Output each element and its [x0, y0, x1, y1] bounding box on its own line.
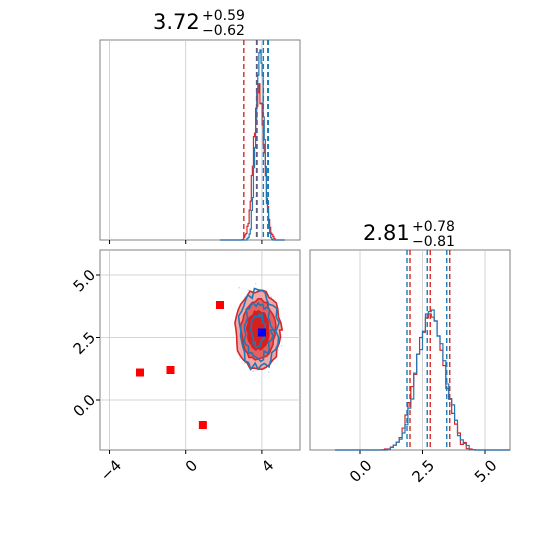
- red-square-marker: [166, 366, 175, 374]
- scatter-sample-point: [247, 289, 250, 292]
- histogram-y-title-value: 2.81: [363, 221, 410, 245]
- histogram-x-title-plus: +0.59: [202, 8, 245, 24]
- histogram-x-frame: [99, 39, 301, 241]
- contour-line-blue-mid: [243, 301, 275, 363]
- red-square-marker: [216, 301, 224, 309]
- histogram-y-panel: 0.0 2.5 5.0: [309, 249, 511, 486]
- scatter-sample-point: [277, 349, 280, 351]
- scatter-sample-point: [243, 362, 246, 365]
- histogram-x-title-minus: −0.62: [202, 23, 245, 39]
- scatter-sample-point: [252, 370, 254, 372]
- scatter-sample-point: [254, 282, 257, 285]
- histogram-x-panel: [99, 39, 301, 244]
- red-square-marker: [198, 421, 207, 429]
- histogram-y-title-minus: −0.81: [412, 234, 455, 250]
- scatter-sample-point: [239, 358, 241, 360]
- contour-line-blue-inner: [249, 311, 267, 349]
- scatter-x-tick-label: 0: [182, 456, 201, 475]
- scatter-sample-point: [280, 345, 283, 347]
- histogram-y-tick-label: 0.0: [346, 456, 376, 486]
- blue-square-marker: [257, 328, 266, 337]
- scatter-y-tick-label: 2.5: [70, 328, 100, 358]
- scatter-y-tick-label: 0.0: [70, 391, 100, 421]
- scatter-x-tick-label: −4: [97, 456, 125, 484]
- scatter-y-tick-label: 5.0: [70, 266, 100, 296]
- scatter-contour-panel: −4 0 4 0.0 2.5 5.0: [70, 249, 301, 485]
- histogram-y-title-plus: +0.78: [412, 219, 455, 235]
- histogram-y-tick-label: 5.0: [471, 456, 501, 486]
- histogram-y-series-blue: [335, 309, 510, 451]
- histogram-y-tick-label: 2.5: [408, 456, 438, 486]
- contour-line-blue-outer: [237, 287, 280, 372]
- red-square-marker: [136, 368, 144, 377]
- scatter-sample-point: [267, 371, 270, 374]
- scatter-x-tick-label: 4: [258, 456, 277, 475]
- scatter-sample-point: [238, 286, 240, 289]
- histogram-x-title-value: 3.72: [153, 10, 200, 34]
